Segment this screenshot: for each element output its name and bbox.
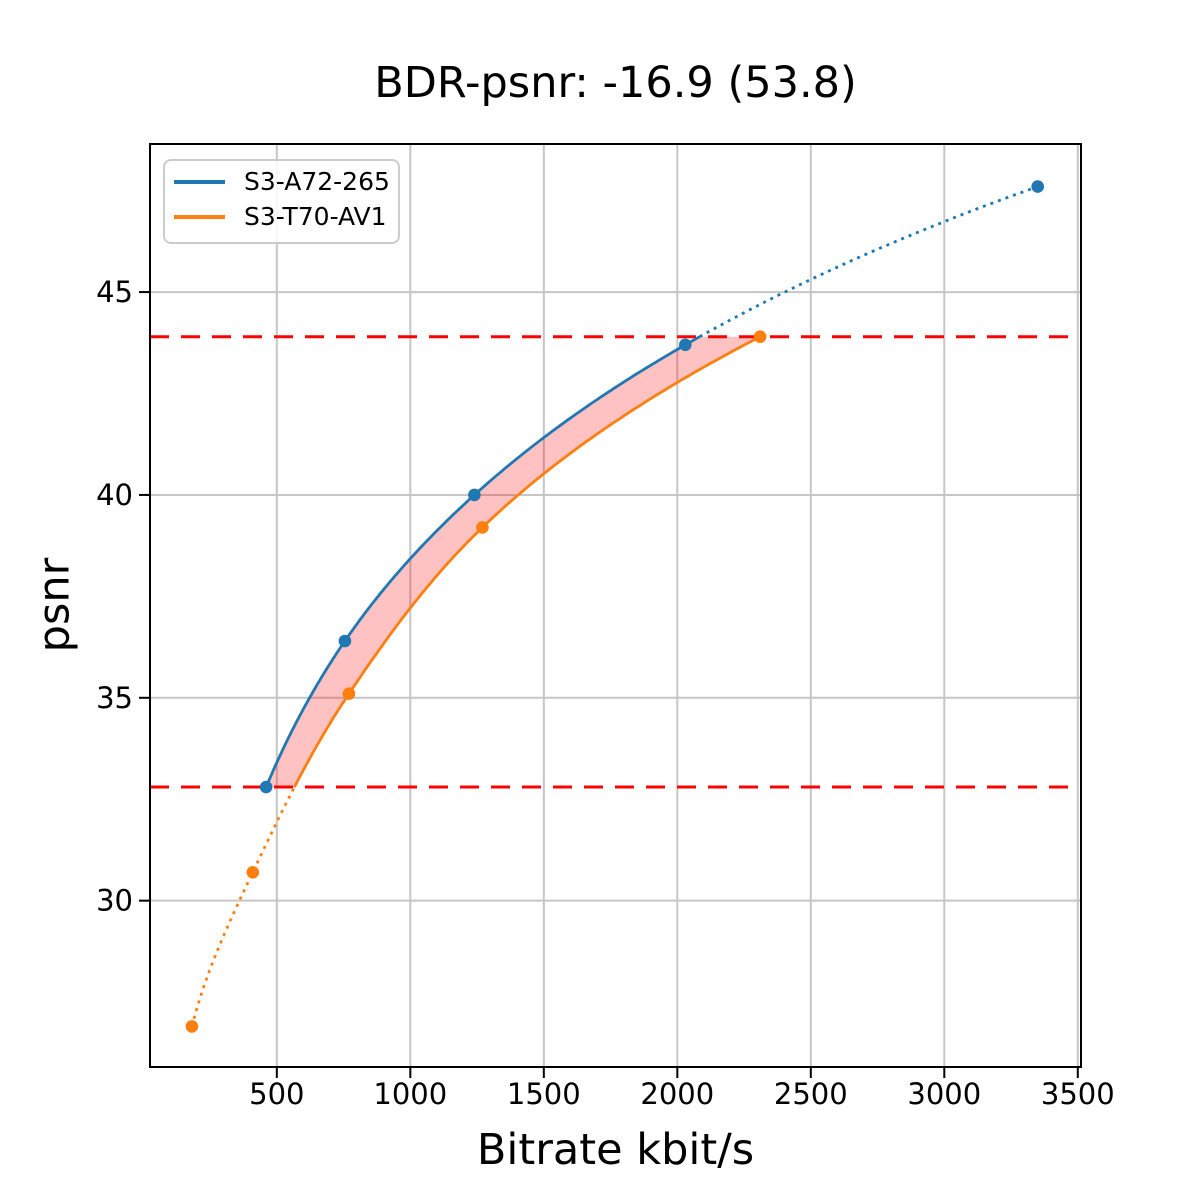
legend-item-series-0: S3-A72-265 — [165, 164, 398, 199]
legend-item-series-1: S3-T70-AV1 — [165, 199, 398, 234]
series-0-data-point — [1031, 180, 1044, 193]
y-tick-label: 35 — [96, 681, 133, 715]
y-tick-label: 30 — [96, 884, 133, 918]
x-tick-label: 3000 — [907, 1077, 981, 1111]
legend-label: S3-A72-265 — [244, 167, 390, 196]
legend-line-sample-blue — [174, 179, 225, 184]
series-0-data-point — [679, 338, 692, 352]
series-0-solid-curve — [264, 335, 701, 788]
y-tick-label: 40 — [96, 478, 133, 512]
x-tick-label: 2500 — [774, 1077, 848, 1111]
series-1-data-point — [246, 866, 260, 879]
x-tick-label: 3500 — [1041, 1077, 1115, 1111]
series-1-solid-curve — [293, 335, 761, 788]
series-1-dotted-curve — [190, 786, 296, 1027]
y-tick-label: 45 — [96, 275, 133, 309]
x-axis-label: Bitrate kbit/s — [476, 1125, 755, 1175]
legend: S3-A72-265 S3-T70-AV1 — [163, 159, 400, 244]
bd-overlap-fill — [266, 336, 761, 788]
series-1-data-point — [753, 330, 767, 344]
plot-frame — [149, 143, 1082, 1068]
x-tick-label: 2000 — [640, 1077, 714, 1111]
series-1-data-point — [185, 1020, 199, 1033]
series-1-data-point — [476, 521, 489, 534]
series-0-data-point — [468, 488, 481, 502]
series-0-data-point — [338, 634, 352, 648]
x-tick-label: 1000 — [373, 1077, 447, 1111]
series-0-data-point — [259, 780, 273, 794]
legend-label: S3-T70-AV1 — [244, 202, 387, 231]
x-tick-label: 500 — [249, 1077, 304, 1111]
chart-title: BDR-psnr: -16.9 (53.8) — [374, 58, 857, 108]
y-axis-label: psnr — [29, 557, 80, 653]
series-0-dotted-curve — [699, 185, 1039, 338]
series-1-data-point — [342, 687, 356, 700]
legend-line-sample-orange — [174, 214, 225, 219]
x-tick-label: 1500 — [507, 1077, 581, 1111]
